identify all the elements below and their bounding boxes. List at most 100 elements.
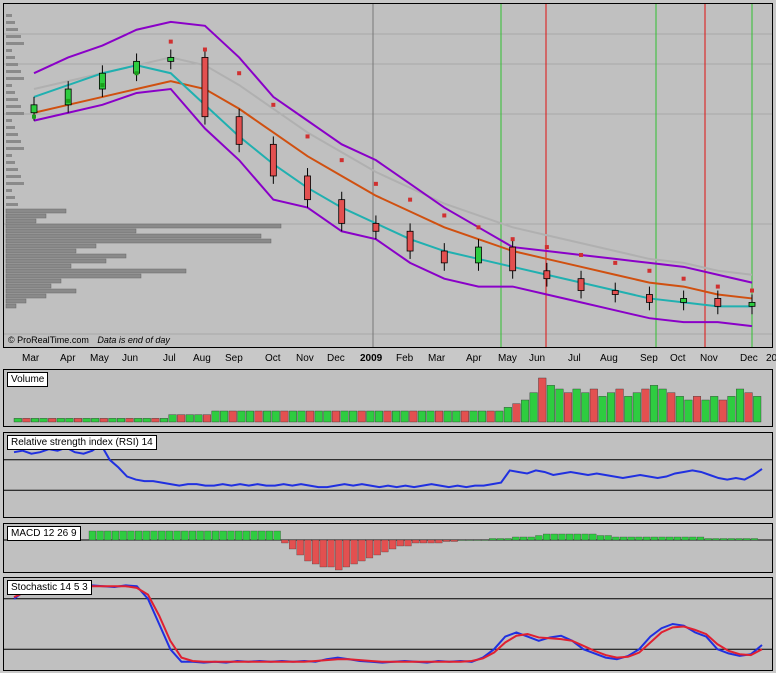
macd-bar xyxy=(458,539,466,541)
candle xyxy=(611,290,619,295)
sar-dot xyxy=(579,252,584,257)
macd-bar xyxy=(704,538,712,541)
volume-bar xyxy=(641,388,650,423)
volume-bar xyxy=(495,410,504,423)
macd-bar xyxy=(219,530,227,541)
macd-bar xyxy=(519,536,528,541)
macd-bar xyxy=(658,536,666,541)
volume-profile-tick xyxy=(6,56,15,59)
macd-bar xyxy=(250,530,258,541)
volume-bar xyxy=(56,418,65,423)
volume-bar xyxy=(220,410,229,423)
macd-bar xyxy=(327,539,335,568)
macd-bar xyxy=(573,533,581,541)
macd-chart xyxy=(4,530,772,571)
month-tick-label: May xyxy=(90,353,109,364)
candle xyxy=(406,230,414,252)
macd-bar xyxy=(381,539,389,553)
volume-profile-bar xyxy=(5,238,272,244)
volume-bar xyxy=(263,410,272,423)
macd-bar xyxy=(512,536,520,541)
sar-dot xyxy=(510,237,515,242)
macd-bar xyxy=(412,539,420,544)
month-tick-label: Jun xyxy=(529,353,546,364)
candle xyxy=(680,298,688,303)
volume-bar xyxy=(521,399,530,423)
volume-bar xyxy=(564,392,573,423)
volume-bar xyxy=(667,392,676,423)
stochastic-panel: Stochastic 14 5 3 xyxy=(3,577,773,671)
volume-bar xyxy=(297,410,306,423)
volume-bar xyxy=(383,410,392,423)
volume-profile-bar xyxy=(5,253,127,259)
month-tick-label: Mar xyxy=(22,353,40,364)
macd-bar xyxy=(558,533,566,541)
macd-bar xyxy=(188,530,197,541)
volume-profile-tick xyxy=(6,175,21,178)
candle xyxy=(543,270,551,280)
volume-profile-bar xyxy=(5,213,47,219)
candle xyxy=(269,143,277,177)
volume-bar xyxy=(125,418,134,423)
macd-bar xyxy=(543,533,551,541)
month-tick-label: Sep xyxy=(225,353,243,364)
volume-bar xyxy=(417,410,426,423)
volume-bar xyxy=(108,418,117,423)
macd-bar xyxy=(127,530,135,541)
volume-bar xyxy=(306,410,315,423)
volume-bar xyxy=(529,392,538,423)
macd-bar xyxy=(650,536,658,541)
volume-bar xyxy=(598,396,607,423)
volume-bar xyxy=(73,418,82,423)
macd-label: MACD 12 26 9 xyxy=(7,526,81,541)
volume-profile-bar xyxy=(5,208,67,214)
volume-bar xyxy=(710,396,719,423)
macd-bar xyxy=(427,539,435,544)
sar-dot xyxy=(305,134,310,139)
sar-dot xyxy=(168,39,173,44)
volume-profile-bar xyxy=(5,303,17,309)
candle xyxy=(235,116,243,145)
volume-profile-tick xyxy=(6,189,12,192)
volume-bar xyxy=(546,385,555,423)
volume-bar xyxy=(650,385,659,423)
candle xyxy=(509,246,517,272)
volume-bar xyxy=(340,410,349,423)
volume-bar xyxy=(503,407,512,423)
volume-profile-tick xyxy=(6,98,18,101)
rsi-chart xyxy=(4,443,772,491)
volume-bar xyxy=(13,418,22,423)
sar-dot xyxy=(202,47,207,52)
stochastic-d-line xyxy=(13,585,763,663)
macd-bar xyxy=(712,538,720,541)
macd-bar xyxy=(419,539,427,544)
volume-bar xyxy=(581,392,590,423)
sar-dot xyxy=(339,158,344,163)
macd-bar xyxy=(319,539,327,568)
macd-bar xyxy=(181,530,189,541)
rsi-line xyxy=(13,443,763,489)
volume-profile-tick xyxy=(6,28,18,31)
volume-profile-bar xyxy=(5,263,72,269)
volume-bar xyxy=(151,418,160,423)
volume-bar xyxy=(435,410,444,423)
macd-bar xyxy=(242,530,250,541)
volume-bar xyxy=(185,414,194,423)
macd-bar xyxy=(643,536,651,541)
month-tick-label: 2009 xyxy=(360,353,383,364)
macd-bar xyxy=(673,536,681,541)
candle xyxy=(714,298,722,307)
volume-profile-bar xyxy=(5,268,187,274)
macd-bar xyxy=(227,530,235,541)
candle xyxy=(201,57,209,118)
sar-dot xyxy=(544,245,549,250)
macd-bar xyxy=(335,539,343,571)
candle xyxy=(577,278,585,291)
volume-profile-tick xyxy=(6,70,21,73)
month-tick-label: May xyxy=(498,353,517,364)
candle xyxy=(30,104,38,114)
candle xyxy=(646,294,653,303)
candle xyxy=(64,88,72,106)
macd-bar xyxy=(735,538,743,541)
slow-moving-average xyxy=(33,56,753,276)
